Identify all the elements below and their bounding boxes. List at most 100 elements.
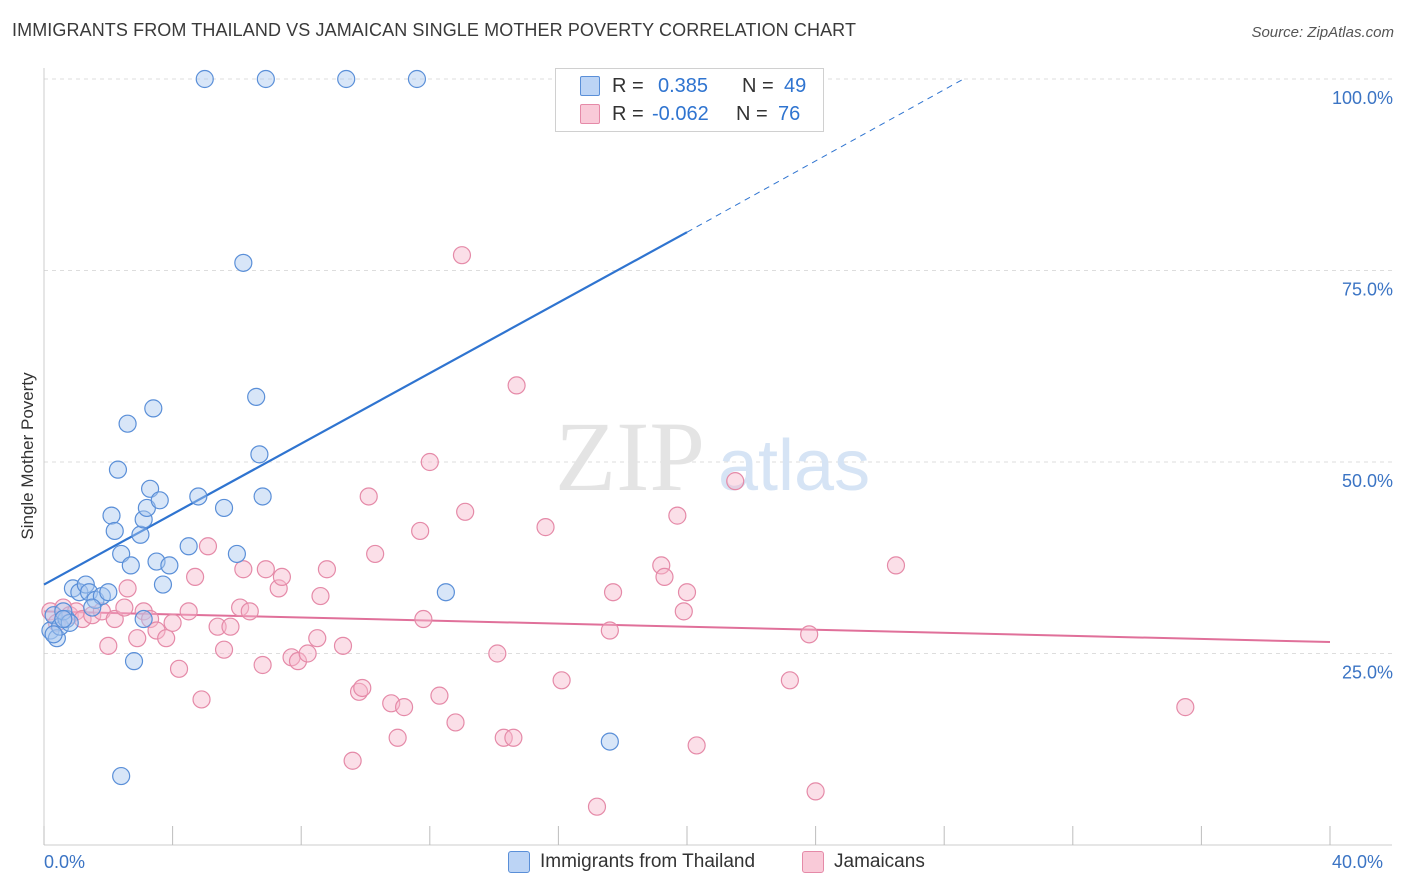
- trend-line-thailand: [43, 231, 688, 586]
- data-point-thailand: [134, 609, 153, 629]
- legend-n-label: N =: [736, 102, 768, 125]
- data-point-jamaicans: [214, 640, 234, 659]
- data-point-jamaicans: [83, 606, 102, 625]
- data-point-jamaicans: [507, 376, 526, 395]
- data-point-jamaicans: [186, 567, 205, 587]
- legend-r-label: R =: [612, 74, 644, 97]
- data-point-jamaicans: [288, 652, 308, 671]
- data-point-jamaicans: [446, 713, 465, 732]
- data-point-thailand: [108, 460, 128, 479]
- legend-r-label: R =: [612, 102, 644, 125]
- series-jamaicans: [41, 246, 1195, 816]
- data-point-thailand: [195, 69, 214, 89]
- data-point-jamaicans: [388, 728, 407, 747]
- data-point-jamaicans: [240, 602, 259, 621]
- data-point-jamaicans: [420, 452, 439, 472]
- data-point-thailand: [112, 766, 131, 786]
- data-point-thailand: [54, 602, 73, 621]
- data-point-jamaicans: [456, 502, 475, 521]
- data-point-thailand: [407, 69, 427, 89]
- data-point-thailand: [105, 521, 124, 541]
- data-point-jamaicans: [488, 644, 507, 663]
- y-tick-label: 50.0%: [1342, 471, 1393, 491]
- data-point-jamaicans: [115, 598, 134, 617]
- data-point-thailand: [83, 598, 102, 617]
- data-point-jamaicans: [163, 613, 182, 632]
- source-label: Source: ZipAtlas.com: [1251, 24, 1394, 41]
- data-point-jamaicans: [1176, 698, 1195, 717]
- data-point-jamaicans: [359, 487, 378, 506]
- data-point-jamaicans: [552, 671, 571, 690]
- y-tick-labels: 25.0% 50.0% 75.0% 100.0%: [1332, 88, 1393, 683]
- bottom-legend-swatch-thailand: [508, 851, 530, 873]
- data-point-jamaicans: [198, 537, 218, 556]
- data-point-thailand: [189, 487, 208, 506]
- x-axis: [43, 68, 1392, 846]
- data-point-jamaicans: [234, 560, 253, 579]
- bottom-legend-jamaicans: Jamaicans: [802, 851, 925, 873]
- y-tick-label: 100.0%: [1332, 88, 1393, 108]
- data-point-jamaicans: [430, 686, 449, 705]
- data-point-jamaicans: [208, 617, 227, 636]
- data-point-thailand: [134, 510, 153, 529]
- data-point-jamaicans: [118, 579, 137, 598]
- data-point-jamaicans: [140, 609, 160, 629]
- data-point-jamaicans: [99, 636, 118, 655]
- legend-row-jamaicans: R = -0.062 N = 76: [580, 101, 800, 127]
- data-point-jamaicans: [600, 621, 619, 640]
- data-point-thailand: [99, 583, 118, 602]
- legend-n-value: 76: [778, 102, 801, 125]
- legend-n-label: N =: [742, 74, 774, 97]
- bottom-legend-swatch-jamaicans: [802, 851, 824, 873]
- legend: R = 0.385 N = 49 R = -0.062 N = 76: [555, 68, 824, 132]
- bottom-legend-label-jamaicans: Jamaicans: [834, 851, 925, 872]
- legend-n-value: 49: [784, 74, 807, 97]
- data-point-jamaicans: [311, 586, 330, 606]
- y-tick-label: 25.0%: [1342, 663, 1393, 683]
- trend-line-jamaicans: [43, 610, 1331, 644]
- watermark: ZIP atlas: [555, 401, 870, 512]
- data-point-jamaicans: [308, 629, 327, 648]
- data-point-thailand: [160, 556, 179, 575]
- data-point-thailand: [256, 69, 275, 89]
- bottom-legend-thailand: Immigrants from Thailand: [508, 851, 755, 873]
- data-point-jamaicans: [269, 579, 288, 598]
- data-point-thailand: [179, 537, 198, 556]
- data-point-jamaicans: [333, 636, 353, 655]
- data-point-jamaicans: [411, 521, 430, 541]
- data-point-thailand: [144, 399, 163, 418]
- data-point-jamaicans: [343, 751, 362, 770]
- data-point-thailand: [118, 414, 137, 433]
- data-point-thailand: [121, 556, 140, 575]
- data-point-jamaicans: [253, 655, 272, 675]
- legend-r-value: 0.385: [658, 74, 709, 97]
- data-point-jamaicans: [221, 617, 240, 636]
- data-point-jamaicans: [677, 583, 697, 602]
- data-point-jamaicans: [806, 782, 825, 801]
- data-point-jamaicans: [780, 671, 799, 690]
- data-point-jamaicans: [603, 583, 623, 602]
- data-point-jamaicans: [179, 602, 198, 621]
- data-point-jamaicans: [726, 472, 745, 491]
- y-tick-label: 75.0%: [1342, 280, 1393, 300]
- data-point-thailand: [153, 575, 173, 594]
- x-tick-label-min: 0.0%: [44, 852, 86, 872]
- x-tick-label-max: 40.0%: [1332, 852, 1384, 872]
- data-point-thailand: [337, 69, 356, 89]
- data-point-jamaicans: [687, 736, 706, 755]
- data-point-jamaicans: [157, 629, 176, 648]
- data-point-thailand: [214, 498, 234, 518]
- data-point-thailand: [234, 253, 253, 272]
- series-thailand: [41, 69, 619, 786]
- data-point-jamaicans: [504, 728, 523, 747]
- legend-swatch-thailand: [580, 76, 600, 96]
- data-point-jamaicans: [298, 644, 317, 663]
- data-point-jamaicans: [886, 556, 906, 575]
- data-point-jamaicans: [128, 629, 147, 648]
- legend-swatch-jamaicans: [580, 104, 600, 124]
- data-point-jamaicans: [414, 609, 433, 629]
- data-point-jamaicans: [652, 556, 671, 575]
- data-point-jamaicans: [317, 560, 337, 579]
- data-point-jamaicans: [272, 567, 292, 587]
